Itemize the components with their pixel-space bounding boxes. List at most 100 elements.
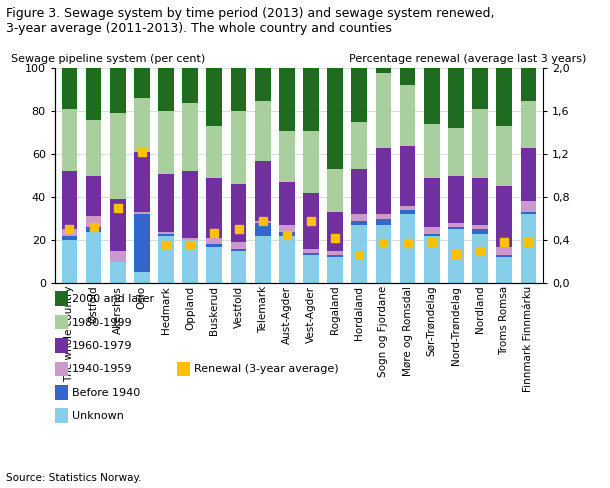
Point	[306, 217, 316, 224]
Bar	[376, 225, 391, 283]
Bar	[303, 253, 319, 255]
Bar	[207, 246, 222, 283]
Text: 1960-1979: 1960-1979	[72, 341, 132, 351]
Bar	[351, 68, 367, 122]
Bar	[400, 214, 415, 283]
Bar	[328, 255, 343, 257]
Point	[523, 238, 533, 246]
Bar	[110, 113, 126, 199]
Text: Figure 3. Sewage system by time period (2013) and sewage system renewed,: Figure 3. Sewage system by time period (…	[6, 7, 495, 20]
Bar	[85, 217, 101, 227]
Bar	[400, 85, 415, 145]
Bar	[376, 219, 391, 225]
Bar	[448, 128, 464, 176]
Point	[234, 225, 243, 233]
Bar	[424, 178, 440, 227]
Bar	[158, 68, 174, 111]
Bar	[303, 193, 319, 249]
Bar	[424, 236, 440, 283]
Bar	[328, 212, 343, 251]
Bar	[231, 242, 246, 249]
Bar	[376, 214, 391, 219]
Bar	[376, 68, 391, 73]
Text: Renewal (3-year average): Renewal (3-year average)	[194, 365, 339, 374]
Point	[403, 240, 412, 247]
Bar	[424, 124, 440, 178]
Bar	[134, 99, 149, 152]
Bar	[400, 210, 415, 214]
Bar	[351, 225, 367, 283]
Point	[258, 217, 268, 224]
Bar	[424, 227, 440, 234]
Bar	[62, 236, 77, 240]
Point	[451, 250, 461, 258]
Bar	[279, 231, 295, 236]
Bar	[279, 225, 295, 231]
Bar	[400, 145, 415, 206]
Bar	[182, 68, 198, 102]
Bar	[207, 238, 222, 244]
Bar	[62, 109, 77, 171]
Bar	[400, 206, 415, 210]
Bar	[472, 234, 488, 283]
Bar	[472, 178, 488, 225]
Bar	[134, 272, 149, 283]
Bar	[85, 120, 101, 176]
Text: Before 1940: Before 1940	[72, 388, 140, 398]
Bar	[351, 169, 367, 214]
Point	[88, 224, 98, 231]
Bar	[134, 68, 149, 99]
Bar	[424, 234, 440, 236]
Bar	[472, 229, 488, 234]
Bar	[448, 223, 464, 227]
Bar	[182, 102, 198, 171]
Text: Percentage renewal (average last 3 years): Percentage renewal (average last 3 years…	[350, 54, 587, 64]
Bar	[158, 111, 174, 174]
Bar	[497, 255, 512, 257]
Bar	[328, 257, 343, 283]
Text: 2000 and later: 2000 and later	[72, 294, 154, 304]
Bar	[255, 221, 270, 223]
Bar	[85, 227, 101, 231]
Bar	[110, 68, 126, 113]
Text: Unknown: Unknown	[72, 411, 124, 421]
Bar	[231, 251, 246, 283]
Bar	[158, 234, 174, 236]
Bar	[328, 251, 343, 255]
Bar	[351, 214, 367, 221]
Bar	[520, 212, 536, 214]
Bar	[520, 202, 536, 212]
Bar	[255, 101, 270, 161]
Bar	[497, 246, 512, 255]
Bar	[207, 178, 222, 238]
Bar	[448, 176, 464, 223]
Bar	[231, 184, 246, 242]
Bar	[182, 238, 198, 240]
Point	[427, 238, 437, 246]
Text: Sewage pipeline system (per cent): Sewage pipeline system (per cent)	[11, 54, 205, 64]
Bar	[303, 68, 319, 131]
Bar	[472, 225, 488, 229]
Bar	[376, 148, 391, 214]
Bar	[110, 251, 126, 262]
Bar	[400, 68, 415, 85]
Text: 1980-1999: 1980-1999	[72, 318, 132, 327]
Bar	[62, 240, 77, 283]
Bar	[351, 221, 367, 225]
Point	[282, 231, 292, 239]
Bar	[85, 176, 101, 217]
Bar	[62, 68, 77, 109]
Bar	[520, 148, 536, 202]
Bar	[520, 101, 536, 148]
Bar	[207, 244, 222, 246]
Bar	[520, 214, 536, 283]
Bar	[448, 227, 464, 229]
Bar	[255, 223, 270, 236]
Bar	[62, 171, 77, 229]
Bar	[497, 186, 512, 246]
Bar	[497, 126, 512, 186]
Bar	[279, 182, 295, 225]
Bar	[497, 68, 512, 126]
Point	[137, 148, 147, 156]
Bar	[255, 161, 270, 221]
